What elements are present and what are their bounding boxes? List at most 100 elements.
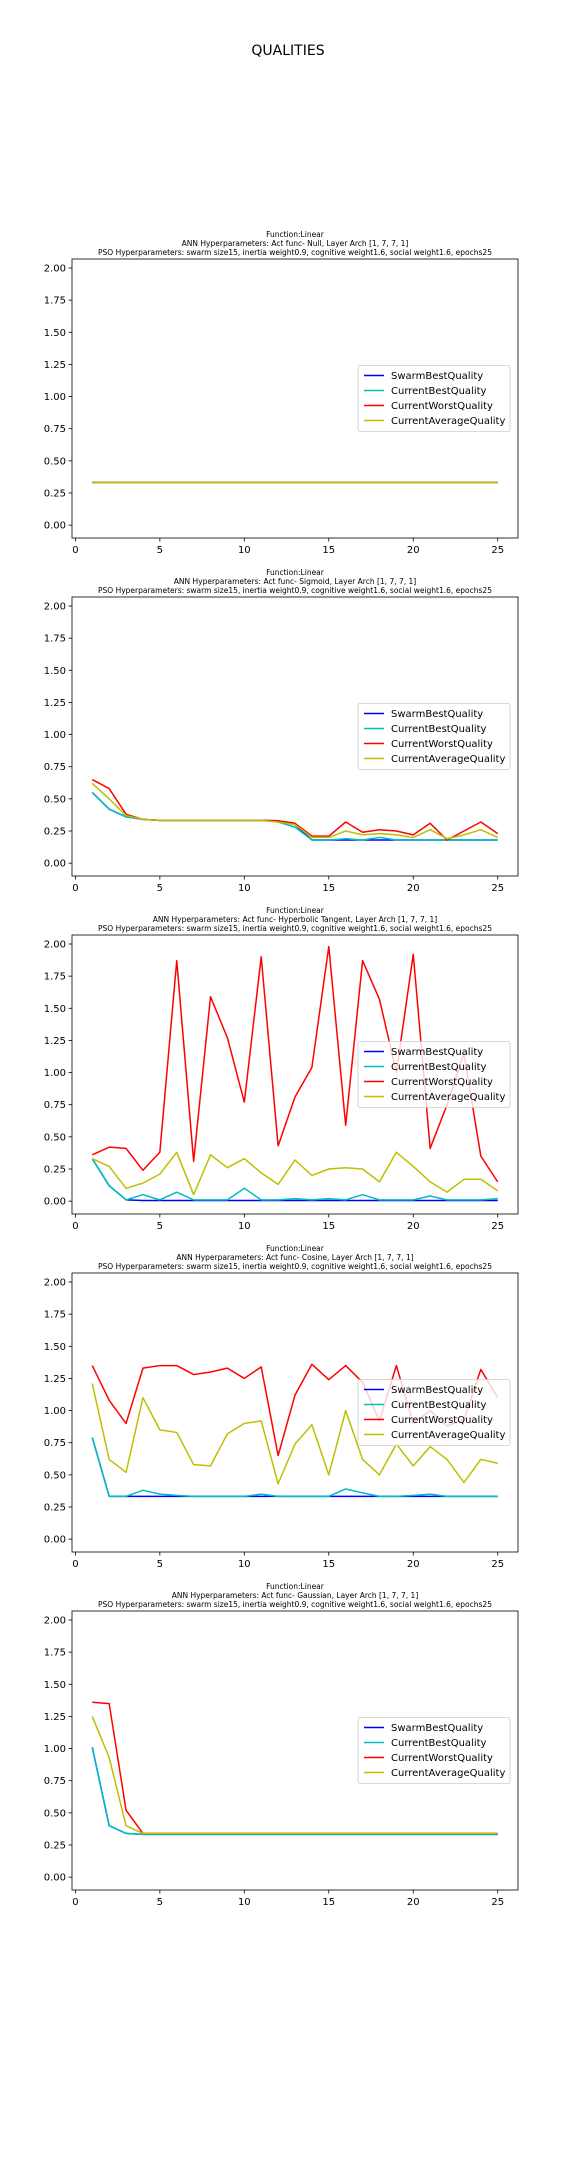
legend-label: CurrentAverageQuality bbox=[391, 1430, 505, 1441]
x-tick-label: 5 bbox=[157, 1221, 163, 1232]
y-tick-label: 1.50 bbox=[44, 1342, 66, 1353]
x-tick-label: 25 bbox=[491, 1559, 504, 1570]
y-tick-label: 1.25 bbox=[44, 1036, 66, 1047]
x-tick-label: 20 bbox=[407, 1559, 420, 1570]
y-tick-label: 1.25 bbox=[44, 1374, 66, 1385]
x-tick-label: 5 bbox=[157, 545, 163, 556]
x-tick-label: 10 bbox=[238, 883, 251, 894]
chart-title-line: PSO Hyperparameters: swarm size15, inert… bbox=[98, 924, 492, 933]
y-tick-label: 2.00 bbox=[44, 1616, 66, 1627]
legend-label: CurrentWorstQuality bbox=[391, 739, 493, 750]
x-tick-label: 25 bbox=[491, 883, 504, 894]
x-tick-label: 0 bbox=[72, 545, 78, 556]
y-tick-label: 0.75 bbox=[44, 1776, 66, 1787]
y-tick-label: 2.00 bbox=[44, 1278, 66, 1289]
y-tick-label: 1.75 bbox=[44, 296, 66, 307]
legend-label: CurrentWorstQuality bbox=[391, 1415, 493, 1426]
x-tick-label: 15 bbox=[322, 545, 335, 556]
chart-title-line: Function:Linear bbox=[266, 906, 325, 915]
legend: SwarmBestQuality CurrentBestQuality Curren… bbox=[357, 1717, 511, 1784]
x-tick-label: 20 bbox=[407, 883, 420, 894]
legend-label: CurrentAverageQuality bbox=[391, 416, 505, 427]
y-tick-label: 1.00 bbox=[44, 1068, 66, 1079]
legend-label: CurrentBestQuality bbox=[391, 1400, 487, 1411]
y-tick-label: 0.50 bbox=[44, 794, 66, 805]
legend: SwarmBestQuality CurrentBestQuality Curren… bbox=[357, 1041, 511, 1108]
y-tick-label: 1.75 bbox=[44, 1310, 66, 1321]
legend-label: CurrentWorstQuality bbox=[391, 1077, 493, 1088]
x-tick-label: 10 bbox=[238, 1559, 251, 1570]
x-tick-label: 15 bbox=[322, 1897, 335, 1908]
legend-box bbox=[357, 1717, 511, 1784]
chart-title-line: Function:Linear bbox=[266, 230, 325, 239]
x-tick-label: 0 bbox=[72, 883, 78, 894]
x-tick-label: 25 bbox=[491, 545, 504, 556]
y-tick-label: 0.25 bbox=[44, 1503, 66, 1514]
legend-label: CurrentWorstQuality bbox=[391, 1753, 493, 1764]
legend-box bbox=[357, 1379, 511, 1446]
legend-label: CurrentAverageQuality bbox=[391, 1092, 505, 1103]
x-tick-label: 15 bbox=[322, 1559, 335, 1570]
y-tick-label: 1.25 bbox=[44, 360, 66, 371]
y-tick-label: 0.00 bbox=[44, 1535, 66, 1546]
y-tick-label: 0.25 bbox=[44, 489, 66, 500]
legend-label: CurrentBestQuality bbox=[391, 1062, 487, 1073]
y-tick-label: 2.00 bbox=[44, 602, 66, 613]
y-tick-label: 1.25 bbox=[44, 1712, 66, 1723]
x-tick-label: 20 bbox=[407, 1897, 420, 1908]
legend-label: CurrentAverageQuality bbox=[391, 1768, 505, 1779]
legend-label: CurrentBestQuality bbox=[391, 1738, 487, 1749]
y-tick-label: 1.75 bbox=[44, 972, 66, 983]
y-tick-label: 0.25 bbox=[44, 1165, 66, 1176]
y-tick-label: 2.00 bbox=[44, 940, 66, 951]
series-line-current-average-quality bbox=[91, 1383, 498, 1485]
series-line-current-average-quality bbox=[91, 1716, 498, 1835]
legend-box bbox=[357, 365, 511, 432]
chart-title-line: ANN Hyperparameters: Act func- Hyperboli… bbox=[153, 915, 438, 924]
x-tick-label: 5 bbox=[157, 1559, 163, 1570]
series-line-current-best-quality bbox=[91, 1158, 498, 1201]
legend-label: CurrentBestQuality bbox=[391, 724, 487, 735]
y-tick-label: 1.50 bbox=[44, 1004, 66, 1015]
chart-title-line: ANN Hyperparameters: Act func- Null, Lay… bbox=[182, 239, 409, 248]
chart-title-line: ANN Hyperparameters: Act func- Cosine, L… bbox=[176, 1253, 413, 1262]
y-tick-label: 2.00 bbox=[44, 264, 66, 275]
y-tick-label: 0.00 bbox=[44, 859, 66, 870]
y-tick-label: 0.00 bbox=[44, 1873, 66, 1884]
legend-label: SwarmBestQuality bbox=[391, 1385, 483, 1396]
y-tick-label: 1.00 bbox=[44, 1406, 66, 1417]
y-tick-label: 0.25 bbox=[44, 827, 66, 838]
y-tick-label: 0.75 bbox=[44, 1100, 66, 1111]
y-tick-label: 0.00 bbox=[44, 1197, 66, 1208]
y-tick-label: 0.50 bbox=[44, 1808, 66, 1819]
chart-title-line: ANN Hyperparameters: Act func- Gaussian,… bbox=[172, 1591, 419, 1600]
chart-title-line: PSO Hyperparameters: swarm size15, inert… bbox=[98, 1600, 492, 1609]
x-tick-label: 5 bbox=[157, 1897, 163, 1908]
y-tick-label: 1.25 bbox=[44, 698, 66, 709]
y-tick-label: 1.00 bbox=[44, 392, 66, 403]
legend-label: SwarmBestQuality bbox=[391, 1047, 483, 1058]
x-tick-label: 5 bbox=[157, 883, 163, 894]
y-tick-label: 0.25 bbox=[44, 1841, 66, 1852]
series-line-current-average-quality bbox=[91, 782, 499, 840]
legend: SwarmBestQuality CurrentBestQuality Curren… bbox=[357, 703, 511, 770]
x-tick-label: 15 bbox=[322, 883, 335, 894]
series-line-current-best-quality bbox=[91, 1437, 498, 1498]
y-tick-label: 1.00 bbox=[44, 1744, 66, 1755]
x-tick-label: 0 bbox=[72, 1897, 78, 1908]
legend-label: SwarmBestQuality bbox=[391, 709, 483, 720]
x-tick-label: 20 bbox=[407, 545, 420, 556]
y-tick-label: 1.50 bbox=[44, 666, 66, 677]
y-tick-label: 0.50 bbox=[44, 1132, 66, 1143]
y-tick-label: 1.50 bbox=[44, 1680, 66, 1691]
y-tick-label: 0.75 bbox=[44, 762, 66, 773]
chart-title-line: ANN Hyperparameters: Act func- Sigmoid, … bbox=[174, 577, 417, 586]
legend-label: CurrentWorstQuality bbox=[391, 401, 493, 412]
y-tick-label: 0.50 bbox=[44, 456, 66, 467]
chart-title-line: Function:Linear bbox=[266, 568, 325, 577]
